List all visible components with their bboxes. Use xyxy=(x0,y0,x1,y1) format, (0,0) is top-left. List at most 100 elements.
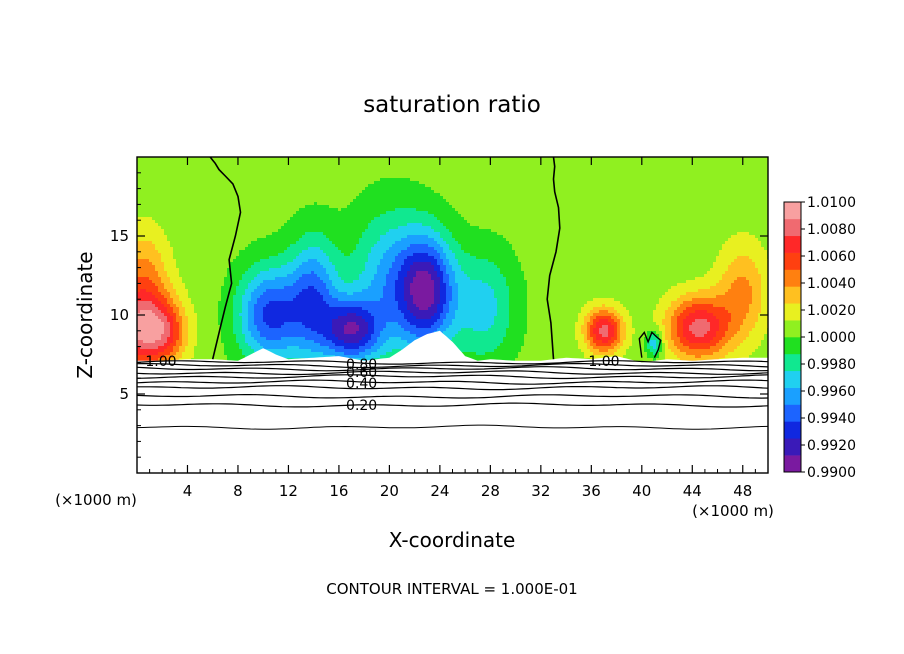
field-cell xyxy=(227,250,231,254)
field-cell xyxy=(254,283,258,287)
field-cell xyxy=(230,262,234,266)
field-cell xyxy=(194,337,198,341)
field-cell xyxy=(146,271,150,275)
field-cell xyxy=(230,343,234,347)
field-cell xyxy=(230,214,234,218)
field-cell xyxy=(251,193,255,197)
field-cell xyxy=(185,304,189,308)
field-cell xyxy=(197,250,201,254)
field-cell xyxy=(248,196,252,200)
field-cell xyxy=(239,298,243,302)
field-cell xyxy=(218,337,222,341)
field-cell xyxy=(254,214,258,218)
field-cell xyxy=(143,280,147,284)
field-cell xyxy=(245,292,249,296)
field-cell xyxy=(269,316,273,320)
field-cell xyxy=(239,316,243,320)
field-cell xyxy=(260,322,264,326)
field-cell xyxy=(275,247,279,251)
field-cell xyxy=(206,304,210,308)
field-cell xyxy=(227,319,231,323)
field-cell xyxy=(248,325,252,329)
field-cell xyxy=(203,175,207,179)
field-cell xyxy=(212,205,216,209)
field-cell xyxy=(269,178,273,182)
field-cell xyxy=(161,292,165,296)
field-cell xyxy=(263,193,267,197)
field-cell xyxy=(200,184,204,188)
field-cell xyxy=(194,325,198,329)
field-cell xyxy=(233,295,237,299)
field-cell xyxy=(263,337,267,341)
field-cell xyxy=(260,175,264,179)
field-cell xyxy=(260,256,264,260)
field-cell xyxy=(224,211,228,215)
field-cell xyxy=(173,352,177,356)
field-cell xyxy=(230,163,234,167)
field-cell xyxy=(194,307,198,311)
field-cell xyxy=(221,241,225,245)
field-cell xyxy=(140,247,144,251)
field-cell xyxy=(230,331,234,335)
field-cell xyxy=(182,310,186,314)
field-cell xyxy=(269,271,273,275)
field-cell xyxy=(164,244,168,248)
field-cell xyxy=(143,172,147,176)
field-cell xyxy=(215,307,219,311)
field-cell xyxy=(227,166,231,170)
field-cell xyxy=(197,232,201,236)
field-cell xyxy=(203,238,207,242)
field-cell xyxy=(194,310,198,314)
field-cell xyxy=(269,157,273,161)
field-cell xyxy=(194,292,198,296)
field-cell xyxy=(209,304,213,308)
field-cell xyxy=(233,274,237,278)
field-cell xyxy=(248,289,252,293)
field-cell xyxy=(275,265,279,269)
field-cell xyxy=(206,277,210,281)
field-cell xyxy=(200,304,204,308)
field-cell xyxy=(233,175,237,179)
field-cell xyxy=(194,196,198,200)
field-cell xyxy=(257,259,261,263)
field-cell xyxy=(167,163,171,167)
field-cell xyxy=(200,217,204,221)
field-cell xyxy=(161,280,165,284)
field-cell xyxy=(164,343,168,347)
field-cell xyxy=(137,274,141,278)
field-cell xyxy=(191,337,195,341)
field-cell xyxy=(275,259,279,263)
field-cell xyxy=(188,199,192,203)
field-cell xyxy=(167,346,171,350)
field-cell xyxy=(209,334,213,338)
field-cell xyxy=(239,244,243,248)
field-cell xyxy=(233,271,237,275)
field-cell xyxy=(170,196,174,200)
field-cell xyxy=(242,277,246,281)
field-cell xyxy=(167,358,171,362)
field-cell xyxy=(230,352,234,356)
field-cell xyxy=(248,292,252,296)
field-cell xyxy=(182,322,186,326)
field-cell xyxy=(242,169,246,173)
field-cell xyxy=(194,217,198,221)
field-cell xyxy=(170,184,174,188)
field-cell xyxy=(179,232,183,236)
field-cell xyxy=(269,196,273,200)
field-cell xyxy=(143,235,147,239)
field-cell xyxy=(164,217,168,221)
field-cell xyxy=(269,238,273,242)
field-cell xyxy=(167,223,171,227)
field-cell xyxy=(221,166,225,170)
field-cell xyxy=(224,313,228,317)
field-cell xyxy=(155,217,159,221)
field-cell xyxy=(260,220,264,224)
field-cell xyxy=(239,271,243,275)
field-cell xyxy=(188,292,192,296)
field-cell xyxy=(269,166,273,170)
field-cell xyxy=(161,217,165,221)
field-cell xyxy=(239,292,243,296)
field-cell xyxy=(194,340,198,344)
field-cell xyxy=(263,259,267,263)
field-cell xyxy=(149,292,153,296)
